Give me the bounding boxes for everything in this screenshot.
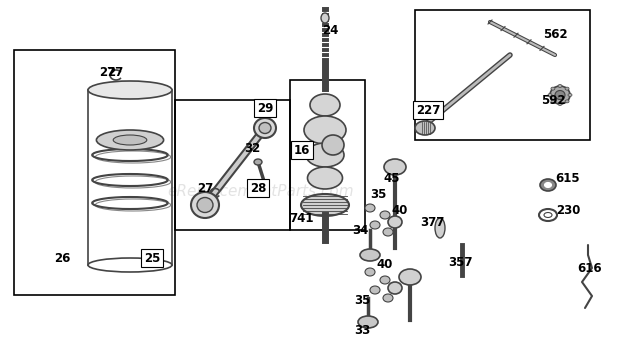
Ellipse shape	[254, 118, 276, 138]
Ellipse shape	[88, 81, 172, 99]
Text: 32: 32	[244, 142, 260, 155]
Ellipse shape	[380, 211, 390, 219]
Ellipse shape	[360, 249, 380, 261]
Text: 230: 230	[556, 204, 580, 216]
Ellipse shape	[544, 213, 552, 218]
Text: 35: 35	[354, 293, 370, 307]
Text: 592: 592	[541, 94, 565, 106]
Text: 16: 16	[294, 143, 310, 157]
Bar	[14, 50, 175, 295]
Ellipse shape	[259, 122, 271, 134]
Text: 35: 35	[370, 189, 386, 201]
Ellipse shape	[254, 159, 262, 165]
Ellipse shape	[548, 94, 552, 96]
Ellipse shape	[113, 135, 147, 145]
Ellipse shape	[358, 316, 378, 328]
Ellipse shape	[96, 130, 164, 150]
Ellipse shape	[555, 90, 565, 100]
Text: 33: 33	[354, 324, 370, 337]
Ellipse shape	[301, 194, 349, 216]
Ellipse shape	[197, 198, 213, 213]
Ellipse shape	[321, 13, 329, 23]
Text: 616: 616	[578, 261, 602, 275]
Ellipse shape	[191, 192, 219, 218]
Ellipse shape	[415, 121, 435, 135]
Ellipse shape	[565, 87, 569, 90]
Text: 24: 24	[322, 24, 338, 37]
Ellipse shape	[310, 94, 340, 116]
Ellipse shape	[568, 94, 572, 96]
Text: 28: 28	[250, 182, 266, 195]
Ellipse shape	[399, 269, 421, 285]
Text: 40: 40	[392, 204, 408, 216]
Ellipse shape	[370, 221, 380, 229]
Ellipse shape	[380, 276, 390, 284]
Ellipse shape	[384, 159, 406, 175]
Ellipse shape	[308, 167, 342, 189]
Ellipse shape	[88, 258, 172, 272]
Ellipse shape	[558, 85, 562, 87]
Text: 26: 26	[54, 252, 70, 264]
Ellipse shape	[551, 100, 555, 103]
Text: 25: 25	[144, 252, 160, 264]
Text: 227: 227	[416, 103, 440, 117]
Ellipse shape	[558, 103, 562, 105]
Text: 27: 27	[107, 65, 123, 79]
Ellipse shape	[370, 286, 380, 294]
Ellipse shape	[435, 218, 445, 238]
Text: 40: 40	[377, 259, 393, 271]
Text: 27: 27	[99, 65, 115, 79]
Bar	[175, 100, 290, 230]
Text: 615: 615	[556, 172, 580, 184]
Ellipse shape	[551, 87, 555, 90]
Ellipse shape	[540, 179, 556, 191]
Ellipse shape	[322, 135, 344, 155]
Ellipse shape	[383, 294, 393, 302]
Text: 562: 562	[542, 29, 567, 41]
Text: 34: 34	[352, 223, 368, 237]
Ellipse shape	[304, 116, 346, 144]
Ellipse shape	[306, 143, 344, 167]
Ellipse shape	[565, 100, 569, 103]
Bar	[290, 80, 365, 230]
Ellipse shape	[365, 204, 375, 212]
Bar	[415, 10, 590, 140]
Ellipse shape	[383, 228, 393, 236]
Text: eReplacementParts.com: eReplacementParts.com	[167, 184, 354, 199]
Ellipse shape	[550, 86, 570, 104]
Ellipse shape	[544, 182, 552, 188]
Text: 357: 357	[448, 255, 472, 269]
Text: 741: 741	[290, 212, 314, 224]
Ellipse shape	[365, 268, 375, 276]
Ellipse shape	[388, 282, 402, 294]
Text: 29: 29	[257, 102, 273, 114]
Text: 45: 45	[384, 172, 401, 184]
Text: 377: 377	[420, 215, 444, 229]
Text: 27: 27	[197, 182, 213, 195]
Ellipse shape	[388, 216, 402, 228]
